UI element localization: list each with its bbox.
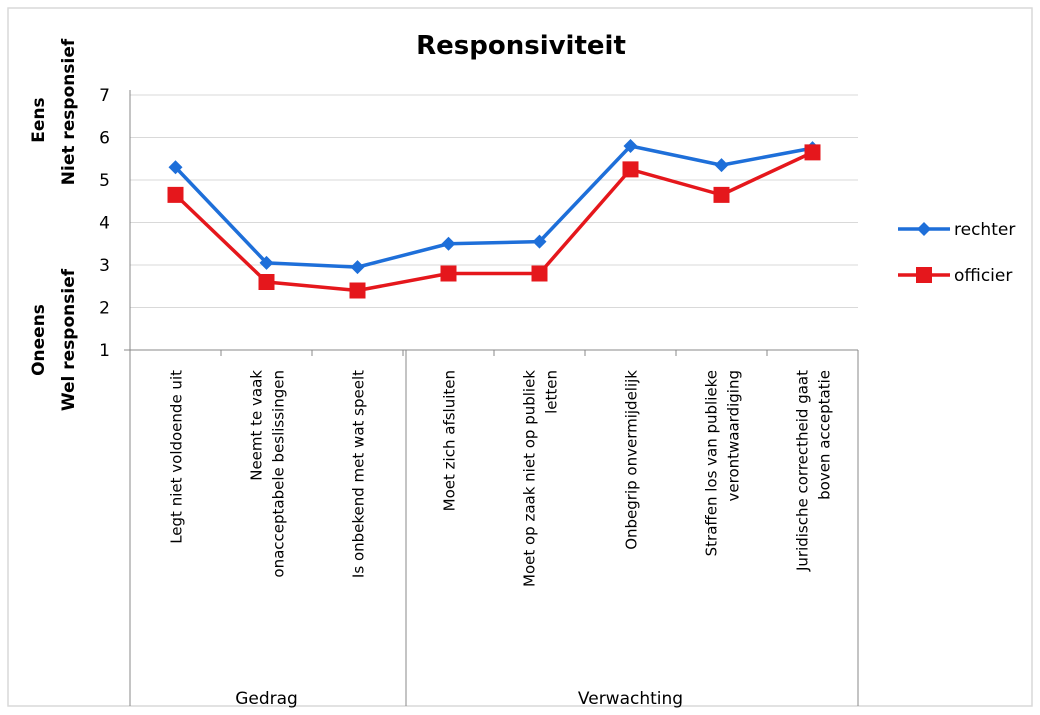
category-label: Moet op zaak niet op publiek: [521, 370, 539, 587]
y-tick-label: 6: [99, 129, 110, 149]
y-axis-top-label: Eens: [29, 97, 49, 142]
legend: rechter officier: [898, 220, 1015, 286]
data-point-officier: [713, 186, 730, 203]
data-point-officier: [167, 186, 184, 203]
group-label: Verwachting: [578, 689, 683, 709]
legend-label-rechter: rechter: [954, 220, 1015, 240]
y-axis-top-label: Niet responsief: [59, 38, 79, 185]
data-point-officier: [258, 274, 275, 290]
data-point-rechter: [623, 139, 638, 153]
axes: [124, 90, 859, 706]
category-label: Straffen los van publieke: [703, 370, 721, 556]
y-axis-bottom-label: Wel responsief: [59, 268, 79, 411]
category-label: Onbegrip onvermijdelijk: [623, 370, 641, 550]
category-label: Moet zich afsluiten: [441, 370, 459, 511]
y-tick-label: 1: [99, 341, 110, 361]
chart-title: Responsiviteit: [416, 31, 626, 61]
legend-marker-rechter: [917, 222, 931, 236]
data-point-rechter: [259, 255, 274, 270]
data-point-rechter: [532, 234, 547, 249]
grid-lines: [130, 94, 858, 308]
category-labels: Legt niet voldoende uit Neemt te vaak onac…: [168, 370, 834, 587]
category-label: boven acceptatie: [816, 370, 834, 500]
y-tick-label: 7: [99, 86, 110, 106]
category-label: letten: [543, 370, 561, 414]
data-point-officier: [531, 265, 548, 282]
series-line-rechter: [174, 144, 813, 269]
y-tick-label: 2: [99, 299, 110, 319]
y-axis-labels: 1 2 3 4 5 6 7 Eens Niet responsief Oneens Wel resp…: [29, 38, 110, 411]
legend-marker-officier: [916, 267, 932, 283]
category-label: onacceptabele beslissingen: [270, 370, 288, 578]
category-label: verontwaardiging: [725, 370, 743, 501]
category-label: Legt niet voldoende uit: [168, 370, 186, 544]
data-point-officier: [440, 265, 457, 282]
data-point-rechter: [350, 260, 365, 275]
data-point-officier: [349, 282, 366, 299]
data-point-rechter: [441, 236, 456, 251]
legend-label-officier: officier: [954, 266, 1012, 286]
category-label: Neemt te vaak: [248, 370, 266, 481]
series: [167, 139, 821, 299]
y-tick-label: 4: [99, 214, 110, 234]
y-axis-bottom-label: Oneens: [29, 304, 49, 376]
data-point-rechter: [714, 158, 729, 173]
category-label: Is onbekend met wat speelt: [350, 370, 368, 578]
y-tick-label: 3: [99, 256, 110, 276]
group-label: Gedrag: [235, 689, 298, 709]
data-point-officier: [804, 144, 821, 161]
category-label: Juridische correctheid gaat: [794, 370, 812, 572]
y-tick-label: 5: [99, 171, 110, 191]
data-point-rechter: [168, 160, 183, 175]
group-labels: Gedrag Verwachting: [235, 689, 683, 709]
chart-frame: [7, 7, 1033, 707]
series-line-officier: [174, 150, 814, 293]
data-point-officier: [622, 161, 639, 178]
